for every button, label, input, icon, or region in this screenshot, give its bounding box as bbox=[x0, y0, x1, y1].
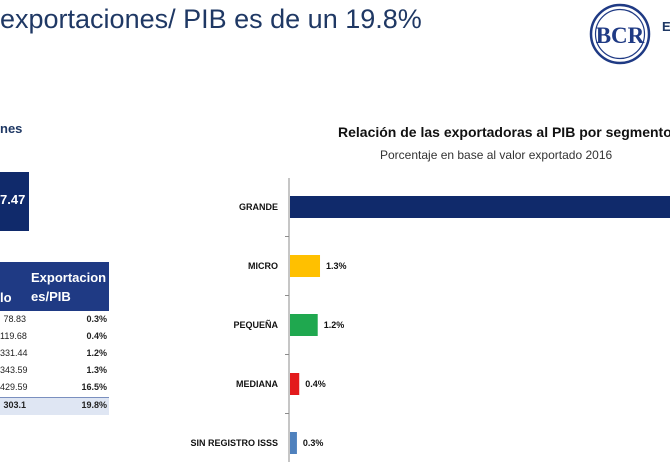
table-cell: 0.4% bbox=[86, 331, 107, 341]
table-total-row: 303.1 19.8% bbox=[0, 397, 109, 415]
table-cell: 343.59 bbox=[0, 365, 28, 375]
table-cell: 19.8% bbox=[81, 400, 107, 410]
category-label: MICRO bbox=[248, 261, 278, 271]
chart-subtitle: Porcentaje en base al valor exportado 20… bbox=[380, 148, 613, 162]
table-header-col2: Exportacion es/PIB bbox=[31, 268, 111, 306]
bar-grande bbox=[290, 196, 670, 218]
table-cell: 429.59 bbox=[0, 382, 28, 392]
table-cell: 331.44 bbox=[0, 348, 28, 358]
category-label: GRANDE bbox=[239, 202, 278, 212]
bar-sin-registro-isss bbox=[290, 432, 297, 454]
bar-micro bbox=[290, 255, 321, 277]
bar-pequeña bbox=[290, 314, 318, 336]
value-label: 1.3% bbox=[326, 261, 347, 271]
table-cell: 119.68 bbox=[0, 331, 27, 341]
table-cell: 1.3% bbox=[86, 365, 107, 375]
bcr-logo: BCR bbox=[589, 3, 651, 65]
table-row: 343.59 1.3% bbox=[0, 363, 109, 379]
table-header-col2-line2: es/PIB bbox=[31, 289, 71, 304]
value-label: 1.2% bbox=[324, 320, 345, 330]
logo-text: BCR bbox=[596, 23, 645, 48]
table-header-col2-line1: Exportacion bbox=[31, 270, 107, 285]
logo-side-text: E bbox=[662, 19, 670, 34]
table-header: lo Exportacion es/PIB bbox=[0, 262, 109, 311]
value-label: 0.4% bbox=[305, 379, 326, 389]
table-row: 78.83 0.3% bbox=[0, 312, 109, 328]
bar-mediana bbox=[290, 373, 300, 395]
category-label: MEDIANA bbox=[236, 379, 278, 389]
table-cell: 78.83 bbox=[3, 314, 26, 324]
table-cell: 1.2% bbox=[86, 348, 107, 358]
table-cell: 303.1 bbox=[3, 400, 26, 410]
total-value: 7.47 bbox=[0, 192, 26, 207]
total-value-box: 7.47 bbox=[0, 172, 29, 231]
table-row: 331.44 1.2% bbox=[0, 346, 109, 362]
table-cell: 16.5% bbox=[81, 382, 107, 392]
table-cell: 0.3% bbox=[86, 314, 107, 324]
chart-title: Relación de las exportadoras al PIB por … bbox=[338, 124, 670, 140]
table-header-col1: lo bbox=[0, 290, 12, 305]
table-row: 429.59 16.5% bbox=[0, 380, 109, 396]
value-label: 0.3% bbox=[303, 438, 324, 448]
table-row: 119.68 0.4% bbox=[0, 329, 109, 345]
category-label: SIN REGISTRO ISSS bbox=[190, 438, 278, 448]
left-panel-subtitle: nes bbox=[0, 121, 23, 136]
slide-title: exportaciones/ PIB es de un 19.8% bbox=[0, 4, 422, 34]
category-label: PEQUEÑA bbox=[233, 320, 278, 330]
